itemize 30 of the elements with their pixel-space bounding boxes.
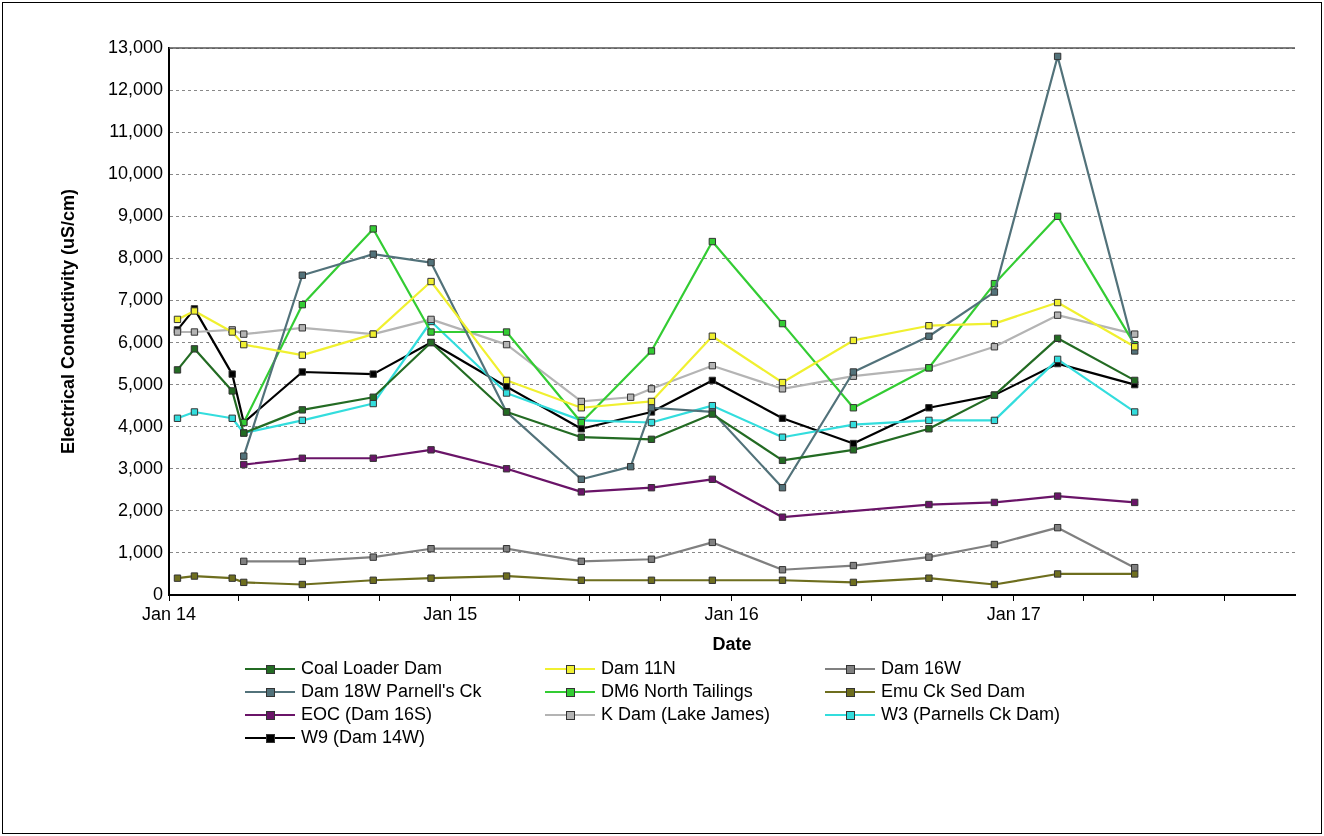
y-tick-label: 4,000 — [117, 415, 163, 436]
x-tick-label: Jan 15 — [423, 603, 478, 624]
y-tick-label: 8,000 — [117, 247, 163, 268]
legend-label: W9 (Dam 14W) — [301, 727, 426, 748]
legend-label: Emu Ck Sed Dam — [881, 681, 1026, 702]
legend-label: W3 (Parnells Ck Dam) — [881, 704, 1061, 725]
y-tick-label: 10,000 — [107, 163, 163, 184]
legend-label: Dam 18W Parnell's Ck — [301, 681, 482, 702]
legend-label: EOC (Dam 16S) — [301, 704, 433, 725]
y-tick-label: 5,000 — [117, 373, 163, 394]
y-tick-label: 3,000 — [117, 457, 163, 478]
x-tick-label: Jan 17 — [986, 603, 1041, 624]
y-tick-label: 1,000 — [117, 541, 163, 562]
legend-label: Coal Loader Dam — [301, 658, 443, 679]
x-axis-title: Date — [712, 634, 752, 655]
y-tick-label: 9,000 — [117, 205, 163, 226]
y-tick-label: 6,000 — [117, 331, 163, 352]
y-tick-label: 13,000 — [107, 36, 163, 57]
y-tick-label: 0 — [152, 583, 163, 604]
y-tick-label: 11,000 — [109, 121, 163, 142]
legend-label: Dam 16W — [881, 658, 962, 679]
y-tick-label: 12,000 — [107, 79, 163, 100]
x-tick-label: Jan 14 — [141, 603, 197, 624]
y-axis-title: Electrical Conductivity (uS/cm) — [57, 188, 78, 455]
y-tick-label: 7,000 — [117, 289, 163, 310]
legend-label: K Dam (Lake James) — [601, 704, 771, 725]
legend-label: DM6 North Tailings — [601, 681, 753, 702]
legend-label: Dam 11N — [601, 658, 676, 679]
y-tick-label: 2,000 — [117, 499, 163, 520]
x-tick-label: Jan 16 — [704, 603, 759, 624]
